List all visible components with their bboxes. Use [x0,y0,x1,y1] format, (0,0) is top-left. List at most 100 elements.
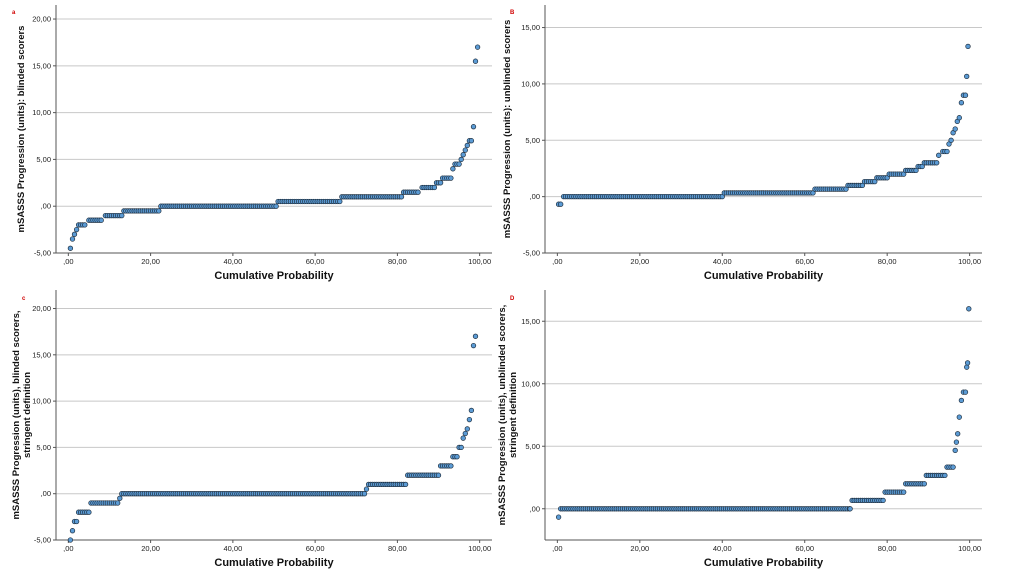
x-tick-label: 20,00 [141,257,160,266]
data-point [402,481,409,488]
panel-label: c [22,296,26,302]
data-point [431,184,438,191]
x-tick-label: 60,00 [795,257,814,266]
data-point [468,407,475,414]
data-point [361,491,368,497]
data-point [901,489,907,495]
data-point [472,333,479,339]
data-point [466,416,473,423]
data-point [472,58,479,64]
data-point [117,495,123,501]
data-point [921,481,927,487]
data-point [953,439,960,445]
data-point [964,73,970,80]
x-tick-label: ,00 [63,257,73,266]
data-point [69,236,76,242]
x-tick-label: 80,00 [388,544,407,553]
data-point [462,147,468,153]
x-tick-label: 80,00 [388,257,407,266]
chart-panel-b: -5,00 ,00 5,00 10,00 15,00 ,00 20,00 40,00 60,00… [502,5,982,282]
x-tick-label: 60,00 [795,544,814,553]
y-tick-label: ,00 [41,202,51,211]
data-point [82,222,88,228]
y-axis-title-line: stringent definition [22,372,33,458]
data-point [964,364,970,370]
data-point [456,161,462,167]
data-point [952,447,958,454]
chart-panel-d: ,00 5,00 10,00 15,00 ,00 20,00 40,00 60,00 80,00… [497,290,982,569]
y-tick-label: 15,00 [521,317,540,326]
data-point [86,509,92,515]
x-tick-label: ,00 [552,544,562,553]
panel-label: D [510,296,515,302]
y-tick-label: 5,00 [525,136,540,145]
data-point [448,175,454,181]
chart-panel-c: -5,00 ,00 5,00 10,00 15,00 20,00 ,00 20,00 40,00… [11,290,492,569]
data-point [454,454,460,460]
data-point [468,138,475,144]
y-tick-label: -5,00 [34,536,51,545]
data-point [398,194,405,200]
data-point [156,208,162,214]
y-tick-label: 20,00 [32,304,51,313]
data-point [944,148,950,155]
x-tick-label: 40,00 [223,544,242,553]
data-point [450,166,456,172]
x-tick-label: 100,00 [958,257,981,266]
y-tick-label: -5,00 [523,249,540,258]
y-axis-title-line: mSASSS Progression (units), blinded scor… [11,310,22,519]
data-point [415,189,421,195]
data-point [115,500,121,506]
data-point [470,124,477,130]
x-tick-label: 80,00 [878,257,897,266]
data-point [965,43,971,50]
data-point [448,463,454,469]
x-axis-title: Cumulative Probability [214,557,334,569]
x-axis-title: Cumulative Probability [214,270,334,282]
data-point [948,137,954,143]
data-point [950,464,956,470]
data-point [958,397,965,404]
data-point [962,92,969,98]
data-point [458,156,464,163]
x-tick-label: 20,00 [630,257,649,266]
data-point [464,426,470,432]
data-point [69,528,76,534]
y-tick-label: 20,00 [32,15,51,24]
data-point [880,497,886,504]
y-tick-label: 10,00 [521,79,540,88]
y-axis-title-line: mSASSS Progression (units): unblinded sc… [502,20,513,239]
data-point [847,506,853,512]
y-tick-label: 15,00 [521,23,540,32]
y-tick-label: 5,00 [525,442,540,451]
y-tick-label: 5,00 [36,443,51,452]
data-point [73,226,80,233]
data-point [67,245,74,251]
x-tick-label: 100,00 [468,257,491,266]
x-axis-title: Cumulative Probability [704,557,824,569]
y-tick-label: 15,00 [32,350,51,359]
y-axis-title-line: stringent definition [508,372,519,458]
data-point [962,389,969,395]
y-axis-title-line: mSASSS Progression (units): blinded scor… [16,26,27,233]
data-point [474,44,481,50]
x-tick-label: 100,00 [468,544,491,553]
data-point [955,431,961,437]
y-axis-title-line: mSASSS Progression (units), unblinded sc… [497,305,508,526]
data-point [966,306,972,312]
data-point [952,126,958,132]
x-axis-title: Cumulative Probability [704,270,824,282]
x-tick-label: ,00 [552,257,562,266]
data-point [464,142,470,149]
y-axis-title: mSASSS Progression (units): blinded scor… [16,26,27,233]
data-point [555,514,562,520]
x-tick-label: 40,00 [223,257,242,266]
y-tick-label: ,00 [41,489,51,498]
data-point [470,342,477,349]
data-point [964,360,971,366]
panel-label: a [12,10,16,16]
data-point [558,201,564,207]
data-point [956,115,962,121]
y-tick-label: ,00 [530,192,540,201]
